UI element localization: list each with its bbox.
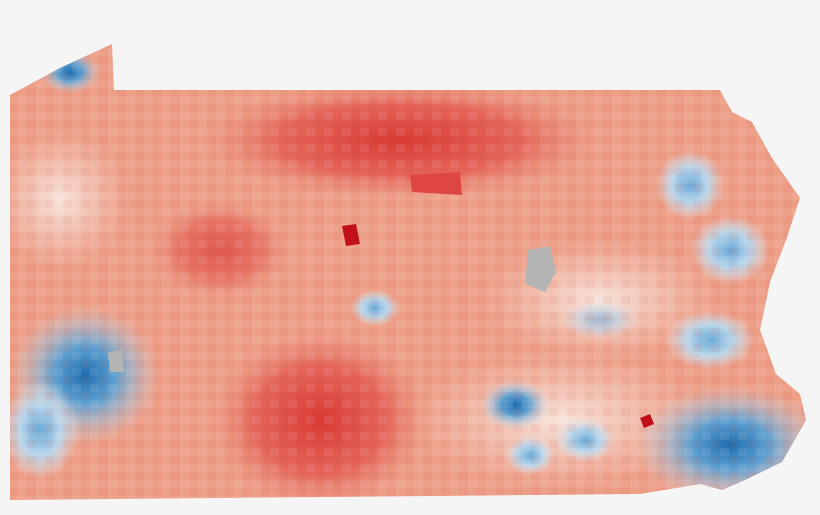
precinct <box>342 224 360 246</box>
no-data-area <box>108 350 124 372</box>
precinct <box>640 414 654 428</box>
no-data-area <box>525 246 556 292</box>
precinct <box>410 172 462 195</box>
